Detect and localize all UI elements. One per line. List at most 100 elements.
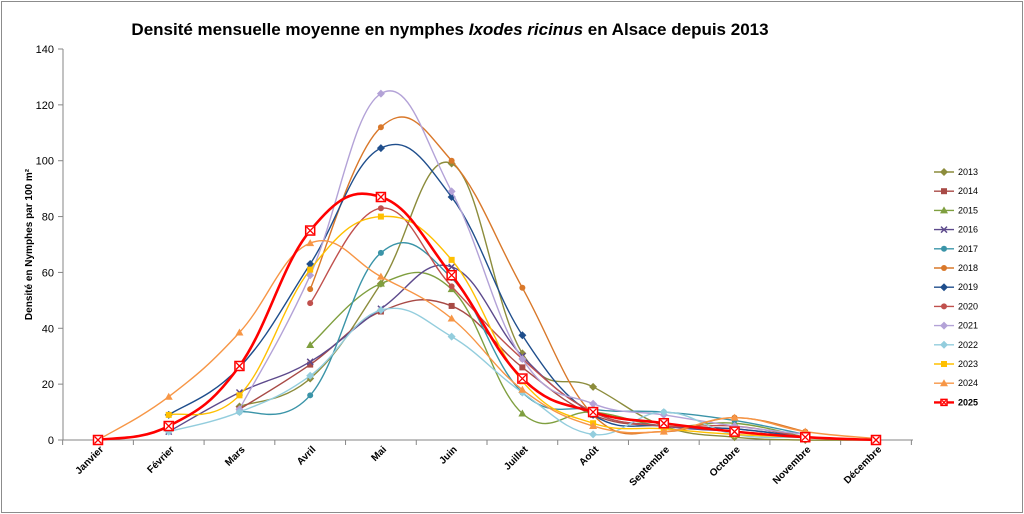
y-tick-label: 20 — [42, 379, 54, 391]
data-point — [307, 300, 314, 307]
data-point — [446, 269, 457, 281]
data-point — [729, 426, 740, 437]
data-point-cross — [941, 399, 947, 405]
data-point — [940, 321, 948, 330]
data-point — [589, 430, 598, 439]
chart-title-part: Ixodes ricinus — [469, 20, 583, 39]
data-point — [165, 411, 172, 418]
x-tick-label: Septembre — [628, 444, 673, 489]
x-tick-label: Novembre — [771, 444, 814, 487]
data-point-stroke — [306, 358, 314, 366]
data-point — [447, 314, 456, 322]
data-point — [940, 206, 948, 214]
data-point — [518, 385, 527, 393]
data-point — [306, 358, 314, 366]
series-line — [239, 242, 806, 436]
series-line — [97, 240, 877, 441]
data-point — [235, 328, 244, 336]
data-point — [306, 341, 315, 349]
data-point-cross — [94, 436, 102, 444]
series-line — [168, 264, 806, 438]
x-tick-label: Avril — [295, 444, 318, 467]
legend-item-2020: 2020 — [934, 301, 978, 311]
chart-title-part: Densité mensuelle moyenne en nymphes — [131, 20, 468, 39]
series-2025 — [92, 191, 882, 446]
data-point — [164, 392, 173, 400]
data-point — [377, 124, 384, 131]
x-tick-label: Décembre — [842, 444, 884, 486]
data-point — [730, 413, 739, 421]
legend-item-2021: 2021 — [934, 321, 978, 331]
data-point — [941, 303, 947, 310]
y-tick-label: 140 — [36, 44, 54, 56]
data-point — [519, 284, 526, 291]
data-point — [517, 373, 528, 384]
data-point-cross — [164, 422, 173, 430]
legend-label: 2016 — [958, 225, 978, 235]
series-line — [168, 143, 806, 438]
legend-label: 2018 — [958, 263, 978, 273]
series-2024 — [94, 239, 880, 443]
y-tick-label: 0 — [48, 435, 54, 447]
data-point — [234, 360, 245, 372]
series-line — [168, 307, 806, 439]
y-axis-label: Densité en Nymphes par 100 m² — [24, 168, 35, 320]
data-point — [235, 408, 244, 417]
data-point-cross — [730, 427, 739, 436]
legend-label: 2015 — [958, 205, 978, 215]
data-point — [376, 279, 385, 287]
x-tick-label: Juin — [437, 444, 459, 466]
legend-item-2023: 2023 — [934, 359, 978, 369]
data-point-cross — [235, 362, 244, 370]
data-point — [307, 392, 314, 399]
legend: 2013 2014 2015 2016 2017 2018 2019 2020 2021 2022… — [934, 167, 978, 407]
legend-label: 2020 — [958, 301, 978, 311]
legend-item-2014: 2014 — [934, 186, 978, 196]
legend-label: 2025 — [958, 397, 978, 407]
data-point — [941, 361, 947, 367]
series-line — [168, 215, 806, 438]
legend-item-2018: 2018 — [934, 263, 978, 273]
data-point-stroke — [448, 263, 456, 271]
data-point-cross — [801, 433, 810, 442]
data-point — [940, 340, 948, 349]
data-point — [940, 226, 948, 234]
legend-label: 2014 — [958, 186, 978, 196]
data-point — [236, 392, 243, 399]
x-tick-label: Octobre — [708, 444, 743, 479]
data-point — [941, 188, 947, 195]
legend-item-2025: 2025 — [934, 397, 978, 407]
data-point — [376, 144, 385, 153]
data-point — [448, 157, 455, 164]
y-tick-label: 60 — [42, 267, 54, 279]
data-point — [587, 406, 599, 418]
legend-item-2013: 2013 — [934, 167, 978, 177]
data-point — [376, 89, 385, 98]
data-point-cross — [589, 408, 598, 417]
x-tick-label: Août — [577, 444, 601, 468]
data-point — [163, 420, 174, 432]
data-point-cross — [518, 374, 527, 383]
data-point — [307, 286, 314, 293]
series-layer — [92, 89, 882, 446]
data-point — [940, 168, 948, 176]
series-line — [309, 116, 806, 435]
y-tick-label: 80 — [42, 212, 54, 224]
data-point — [377, 249, 384, 256]
axes: 0 20 40 60 80 100 120 140 Janvier Février Mars Avri… — [24, 44, 913, 489]
data-point — [800, 431, 811, 443]
data-point — [448, 263, 456, 271]
data-point — [377, 213, 384, 220]
legend-label: 2023 — [958, 359, 978, 369]
series-2017 — [236, 242, 809, 438]
x-tick-label: Mai — [369, 444, 389, 464]
data-point — [941, 245, 947, 252]
data-point — [307, 266, 314, 273]
data-point-cross — [659, 419, 668, 428]
legend-item-2016: 2016 — [934, 225, 978, 235]
data-point — [589, 399, 598, 408]
data-point — [870, 434, 882, 446]
data-point — [518, 355, 527, 364]
data-point — [377, 205, 384, 212]
